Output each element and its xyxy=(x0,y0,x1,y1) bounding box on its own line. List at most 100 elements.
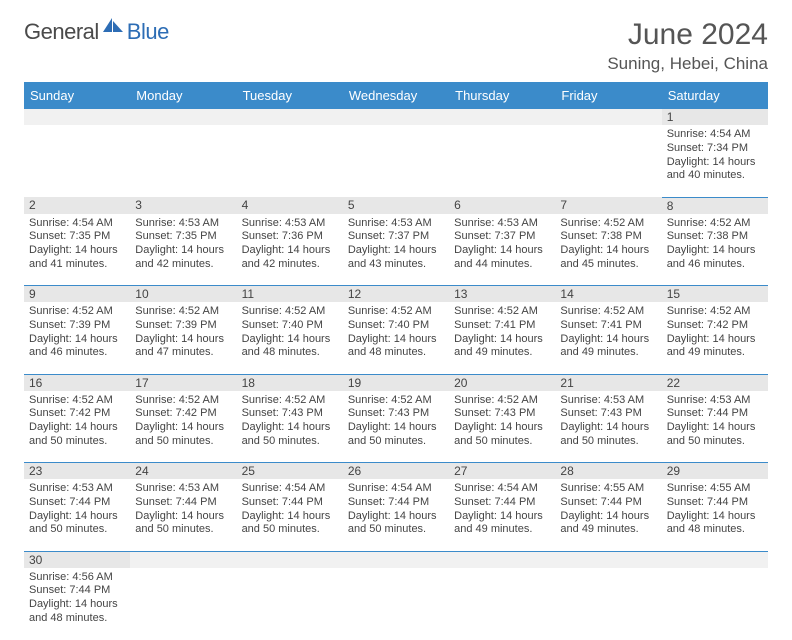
day-number: 26 xyxy=(343,463,449,479)
daynum-cell: 11 xyxy=(237,286,343,303)
daynum-row: 9101112131415 xyxy=(24,286,768,303)
day-number: 24 xyxy=(130,463,236,479)
daynum-cell: 10 xyxy=(130,286,236,303)
header: General Blue June 2024 Suning, Hebei, Ch… xyxy=(24,18,768,74)
daynum-cell: 15 xyxy=(662,286,768,303)
day-body: Sunrise: 4:52 AMSunset: 7:42 PMDaylight:… xyxy=(662,302,768,364)
day-cell: Sunrise: 4:56 AMSunset: 7:44 PMDaylight:… xyxy=(24,568,130,640)
daynum-cell xyxy=(237,109,343,125)
daynum-row: 2345678 xyxy=(24,197,768,214)
daynum-cell: 3 xyxy=(130,197,236,214)
day-number: 9 xyxy=(24,286,130,302)
daynum-cell: 4 xyxy=(237,197,343,214)
daynum-cell: 21 xyxy=(555,374,661,391)
day-cell xyxy=(449,568,555,640)
day-body: Sunrise: 4:52 AMSunset: 7:41 PMDaylight:… xyxy=(449,302,555,364)
daynum-row: 30 xyxy=(24,551,768,568)
day-number: 18 xyxy=(237,375,343,391)
day-cell xyxy=(24,125,130,197)
daynum-row: 16171819202122 xyxy=(24,374,768,391)
day-number: 10 xyxy=(130,286,236,302)
day-body: Sunrise: 4:52 AMSunset: 7:42 PMDaylight:… xyxy=(130,391,236,453)
day-number: 16 xyxy=(24,375,130,391)
day-body: Sunrise: 4:54 AMSunset: 7:44 PMDaylight:… xyxy=(449,479,555,541)
day-body: Sunrise: 4:53 AMSunset: 7:44 PMDaylight:… xyxy=(662,391,768,453)
day-cell: Sunrise: 4:52 AMSunset: 7:41 PMDaylight:… xyxy=(449,302,555,374)
location: Suning, Hebei, China xyxy=(607,54,768,74)
day-number: 5 xyxy=(343,197,449,213)
week-row: Sunrise: 4:54 AMSunset: 7:35 PMDaylight:… xyxy=(24,214,768,286)
day-body: Sunrise: 4:52 AMSunset: 7:43 PMDaylight:… xyxy=(343,391,449,453)
day-body: Sunrise: 4:53 AMSunset: 7:35 PMDaylight:… xyxy=(130,214,236,276)
day-body: Sunrise: 4:52 AMSunset: 7:40 PMDaylight:… xyxy=(237,302,343,364)
day-cell: Sunrise: 4:53 AMSunset: 7:43 PMDaylight:… xyxy=(555,391,661,463)
daynum-cell: 25 xyxy=(237,463,343,480)
daynum-cell: 29 xyxy=(662,463,768,480)
week-row: Sunrise: 4:53 AMSunset: 7:44 PMDaylight:… xyxy=(24,479,768,551)
daynum-cell xyxy=(237,551,343,568)
day-cell xyxy=(130,125,236,197)
day-number: 4 xyxy=(237,197,343,213)
day-number: 22 xyxy=(662,375,768,391)
day-number: 30 xyxy=(24,552,130,568)
daynum-cell xyxy=(555,109,661,125)
day-body: Sunrise: 4:55 AMSunset: 7:44 PMDaylight:… xyxy=(662,479,768,541)
day-cell: Sunrise: 4:53 AMSunset: 7:37 PMDaylight:… xyxy=(343,214,449,286)
daynum-cell: 26 xyxy=(343,463,449,480)
day-cell: Sunrise: 4:54 AMSunset: 7:35 PMDaylight:… xyxy=(24,214,130,286)
day-body: Sunrise: 4:52 AMSunset: 7:42 PMDaylight:… xyxy=(24,391,130,453)
day-number: 13 xyxy=(449,286,555,302)
day-cell xyxy=(555,568,661,640)
day-number: 12 xyxy=(343,286,449,302)
weekday-header: Friday xyxy=(555,82,661,109)
daynum-cell: 1 xyxy=(662,109,768,125)
day-number: 19 xyxy=(343,375,449,391)
day-cell xyxy=(237,568,343,640)
daynum-cell: 5 xyxy=(343,197,449,214)
day-number: 20 xyxy=(449,375,555,391)
daynum-cell: 28 xyxy=(555,463,661,480)
day-cell: Sunrise: 4:52 AMSunset: 7:38 PMDaylight:… xyxy=(555,214,661,286)
week-row: Sunrise: 4:52 AMSunset: 7:42 PMDaylight:… xyxy=(24,391,768,463)
day-cell: Sunrise: 4:52 AMSunset: 7:39 PMDaylight:… xyxy=(130,302,236,374)
day-body: Sunrise: 4:53 AMSunset: 7:43 PMDaylight:… xyxy=(555,391,661,453)
day-cell: Sunrise: 4:55 AMSunset: 7:44 PMDaylight:… xyxy=(555,479,661,551)
day-body: Sunrise: 4:53 AMSunset: 7:44 PMDaylight:… xyxy=(24,479,130,541)
daynum-cell: 30 xyxy=(24,551,130,568)
day-number: 8 xyxy=(662,198,768,214)
daynum-cell: 2 xyxy=(24,197,130,214)
day-body: Sunrise: 4:52 AMSunset: 7:38 PMDaylight:… xyxy=(555,214,661,276)
logo-text-blue: Blue xyxy=(127,19,169,45)
daynum-cell: 9 xyxy=(24,286,130,303)
day-cell xyxy=(343,568,449,640)
daynum-cell: 16 xyxy=(24,374,130,391)
day-number: 7 xyxy=(555,197,661,213)
day-cell: Sunrise: 4:53 AMSunset: 7:44 PMDaylight:… xyxy=(130,479,236,551)
weekday-header: Monday xyxy=(130,82,236,109)
daynum-cell xyxy=(130,551,236,568)
daynum-row: 23242526272829 xyxy=(24,463,768,480)
day-cell xyxy=(130,568,236,640)
day-cell xyxy=(555,125,661,197)
week-row: Sunrise: 4:54 AMSunset: 7:34 PMDaylight:… xyxy=(24,125,768,197)
daynum-cell: 6 xyxy=(449,197,555,214)
day-number: 17 xyxy=(130,375,236,391)
sail-icon xyxy=(103,18,125,39)
day-cell: Sunrise: 4:52 AMSunset: 7:42 PMDaylight:… xyxy=(24,391,130,463)
day-body: Sunrise: 4:52 AMSunset: 7:43 PMDaylight:… xyxy=(449,391,555,453)
daynum-cell xyxy=(662,551,768,568)
calendar-table: Sunday Monday Tuesday Wednesday Thursday… xyxy=(24,82,768,640)
week-row: Sunrise: 4:56 AMSunset: 7:44 PMDaylight:… xyxy=(24,568,768,640)
day-number: 27 xyxy=(449,463,555,479)
day-body: Sunrise: 4:53 AMSunset: 7:44 PMDaylight:… xyxy=(130,479,236,541)
daynum-cell: 18 xyxy=(237,374,343,391)
day-body: Sunrise: 4:55 AMSunset: 7:44 PMDaylight:… xyxy=(555,479,661,541)
logo-text-general: General xyxy=(24,19,99,45)
weekday-header: Saturday xyxy=(662,82,768,109)
day-body: Sunrise: 4:56 AMSunset: 7:44 PMDaylight:… xyxy=(24,568,130,630)
day-body: Sunrise: 4:54 AMSunset: 7:35 PMDaylight:… xyxy=(24,214,130,276)
day-cell: Sunrise: 4:52 AMSunset: 7:40 PMDaylight:… xyxy=(237,302,343,374)
daynum-cell xyxy=(130,109,236,125)
day-number: 28 xyxy=(555,463,661,479)
day-number: 11 xyxy=(237,286,343,302)
